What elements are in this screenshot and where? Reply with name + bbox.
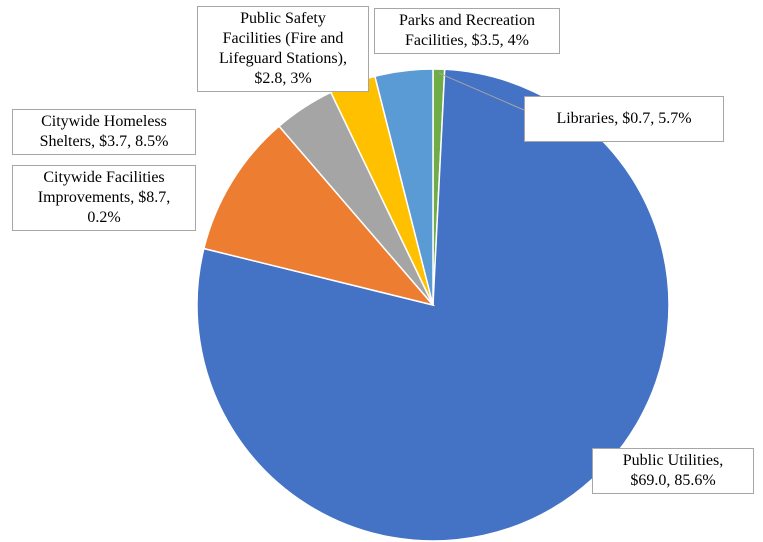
label-citywide-homeless-shelters: Citywide Homeless Shelters, $3.7, 8.5% — [12, 109, 196, 155]
leader-lines — [438, 72, 525, 111]
label-line: Facilities, $3.5, 4% — [405, 32, 529, 49]
pie-slice-citywide-facilities-improvements — [202, 125, 436, 307]
pie-slices — [196, 68, 670, 542]
label-line: Improvements, $8.7, — [37, 189, 171, 206]
label-line: Citywide Homeless — [41, 113, 167, 130]
label-libraries: Libraries, $0.7, 5.7% — [524, 96, 724, 142]
label-line: Facilities (Fire and — [222, 30, 344, 47]
pie-slice-parks-and-recreation-facilities — [373, 68, 434, 306]
label-citywide-facilities-improvements: Citywide Facilities Improvements, $8.7, … — [12, 165, 196, 231]
label-line: $2.8, 3% — [254, 70, 312, 87]
label-line: Public Utilities, — [622, 452, 724, 469]
label-line: Citywide Facilities — [43, 169, 165, 186]
label-line: Parks and Recreation — [399, 12, 535, 29]
label-line: 0.2% — [87, 209, 121, 226]
label-line: $69.0, 85.6% — [630, 472, 716, 489]
label-line: Lifeguard Stations), — [219, 50, 347, 67]
label-line: Shelters, $3.7, 8.5% — [39, 133, 169, 150]
label-line: Libraries, $0.7, 5.7% — [556, 110, 692, 127]
leader-line-libraries — [438, 72, 525, 111]
label-public-utilities: Public Utilities, $69.0, 85.6% — [592, 448, 754, 494]
label-parks-and-recreation: Parks and Recreation Facilities, $3.5, 4… — [374, 8, 560, 54]
label-public-safety-facilities: Public Safety Facilities (Fire and Lifeg… — [197, 6, 369, 92]
label-line: Public Safety — [240, 10, 326, 27]
